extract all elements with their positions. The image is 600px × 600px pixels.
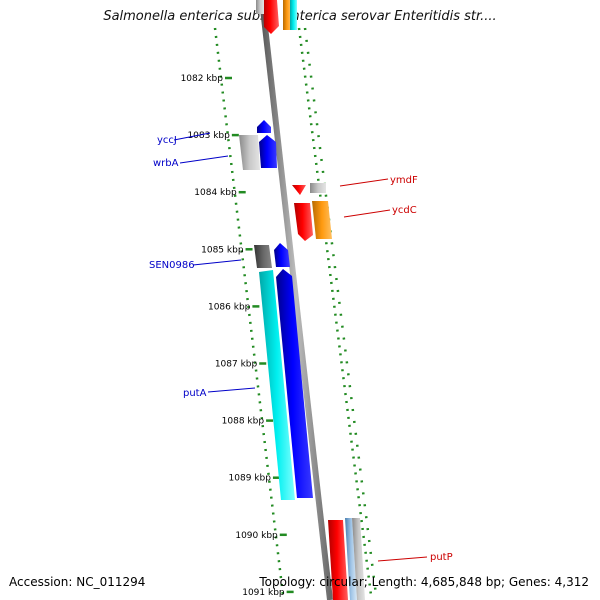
gene-top-grey[interactable] <box>256 0 264 14</box>
gene-label-text: SEN0986 <box>149 260 195 271</box>
gene-label-text: wrbA <box>153 158 179 169</box>
gene-label-yccJ[interactable]: yccJ <box>157 132 211 146</box>
gene-label-putA[interactable]: putA <box>183 387 256 399</box>
gene-label-text: ymdF <box>390 175 418 186</box>
inner-right-dotted-guide <box>297 27 373 596</box>
gene-label-putP[interactable]: putP <box>377 552 453 563</box>
ruler-tick-label: 1086 kbp <box>208 302 251 312</box>
gene-putP-grey[interactable] <box>352 518 365 600</box>
topology-label: Topology: circular; Length: 4,685,848 bp… <box>259 575 589 589</box>
gene-ycdC-red[interactable] <box>294 203 313 241</box>
gene-blue-small[interactable] <box>274 243 290 267</box>
ruler-tick-label: 1084 kbp <box>194 188 237 198</box>
ruler-tick-label: 1089 kbp <box>229 474 272 484</box>
gene-label-ycdC[interactable]: ycdC <box>343 205 417 218</box>
ruler-tick-label: 1085 kbp <box>201 245 244 255</box>
gene-wrbA[interactable] <box>259 135 277 168</box>
gene-putP-steel[interactable] <box>345 518 357 600</box>
gene-label-text: yccJ <box>157 135 177 146</box>
gene-grey-left[interactable] <box>239 135 260 170</box>
gene-putP[interactable] <box>328 520 348 600</box>
gene-label-SEN0986[interactable]: SEN0986 <box>149 259 242 271</box>
gene-top-red[interactable] <box>263 0 279 34</box>
gene-ycdC[interactable] <box>312 201 332 239</box>
gene-top-cyan[interactable] <box>290 0 297 30</box>
accession-label: Accession: NC_011294 <box>9 575 146 589</box>
gene-putA[interactable] <box>276 269 313 498</box>
ruler-tick-label: 1087 kbp <box>215 360 258 370</box>
genome-title: Salmonella enterica subsp. enterica sero… <box>103 9 497 24</box>
gene-ymdF[interactable] <box>292 185 306 195</box>
genome-backbone <box>259 0 333 600</box>
gene-yccJ[interactable] <box>257 120 271 133</box>
outer-right-dotted-guide <box>303 27 378 596</box>
ruler-tick-label: 1091 kbp <box>242 588 285 598</box>
ruler-tick-label: 1083 kbp <box>187 131 230 141</box>
gene-label-text: putA <box>183 388 207 399</box>
gene-label-wrbA[interactable]: wrbA <box>153 155 229 169</box>
gene-putA-cyan[interactable] <box>259 270 295 500</box>
gene-label-text: putP <box>430 552 453 563</box>
gene-SEN0986[interactable] <box>254 245 272 268</box>
gene-label-ymdF[interactable]: ymdF <box>339 175 418 187</box>
gene-grey-right[interactable] <box>310 183 326 193</box>
ruler-tick-label: 1090 kbp <box>235 531 278 541</box>
gene-label-text: ycdC <box>392 205 417 216</box>
ruler-tick-label: 1088 kbp <box>222 417 265 427</box>
ruler-ticks: 1082 kbp 1083 kbp 1084 kbp 1085 kbp 1086 kbp… <box>181 74 294 598</box>
gene-top-orange[interactable] <box>283 0 291 30</box>
ruler-tick-label: 1082 kbp <box>181 74 224 84</box>
